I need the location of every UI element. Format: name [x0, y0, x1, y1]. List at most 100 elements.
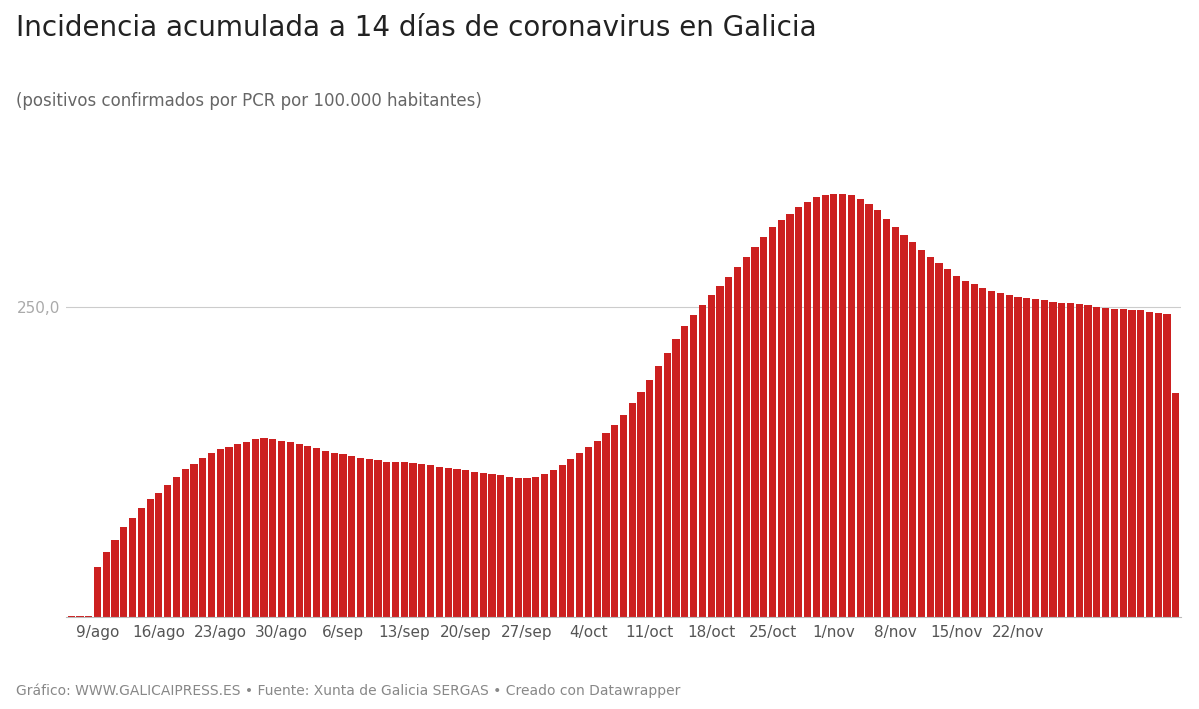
Text: Incidencia acumulada a 14 días de coronavirus en Galicia: Incidencia acumulada a 14 días de corona… — [16, 14, 817, 42]
Bar — [541, 474, 548, 617]
Bar — [795, 207, 802, 617]
Bar — [435, 467, 442, 617]
Bar — [1173, 393, 1180, 617]
Bar — [427, 466, 434, 617]
Bar — [173, 476, 180, 617]
Bar — [453, 469, 460, 617]
Bar — [514, 478, 522, 617]
Bar — [129, 518, 137, 617]
Bar — [85, 615, 92, 617]
Bar — [392, 462, 399, 617]
Bar — [331, 453, 338, 617]
Bar — [1137, 311, 1144, 617]
Bar — [742, 257, 749, 617]
Bar — [498, 475, 505, 617]
Bar — [1155, 313, 1162, 617]
Bar — [638, 392, 645, 617]
Bar — [620, 415, 627, 617]
Bar — [1085, 306, 1091, 617]
Bar — [839, 194, 846, 617]
Bar — [164, 485, 171, 617]
Bar — [760, 237, 767, 617]
Bar — [348, 455, 355, 617]
Bar — [321, 451, 329, 617]
Bar — [567, 459, 574, 617]
Bar — [935, 263, 942, 617]
Bar — [384, 462, 391, 617]
Bar — [225, 447, 233, 617]
Bar — [707, 296, 715, 617]
Bar — [339, 454, 347, 617]
Bar — [191, 464, 198, 617]
Bar — [550, 471, 558, 617]
Bar — [532, 476, 540, 617]
Bar — [655, 366, 662, 617]
Bar — [252, 440, 259, 617]
Bar — [103, 552, 110, 617]
Bar — [1093, 306, 1101, 617]
Bar — [357, 458, 364, 617]
Bar — [602, 433, 609, 617]
Bar — [112, 540, 119, 617]
Bar — [1006, 296, 1013, 617]
Bar — [506, 476, 513, 617]
Bar — [962, 281, 969, 617]
Bar — [900, 235, 908, 617]
Bar — [856, 199, 863, 617]
Bar — [313, 448, 320, 617]
Bar — [1067, 303, 1074, 617]
Bar — [559, 466, 566, 617]
Bar — [278, 441, 285, 617]
Bar — [830, 194, 837, 617]
Bar — [874, 210, 881, 617]
Bar — [716, 286, 723, 617]
Bar — [305, 446, 312, 617]
Bar — [1128, 311, 1135, 617]
Bar — [673, 339, 680, 617]
Bar — [689, 316, 697, 617]
Bar — [1163, 314, 1170, 617]
Bar — [1059, 303, 1066, 617]
Bar — [953, 276, 960, 617]
Bar — [77, 615, 84, 617]
Bar — [260, 438, 267, 617]
Bar — [207, 453, 215, 617]
Bar — [918, 250, 926, 617]
Bar — [787, 213, 794, 617]
Bar — [611, 425, 619, 617]
Text: Gráfico: WWW.GALICAIPRESS.ES • Fuente: Xunta de Galicia SERGAS • Creado con Data: Gráfico: WWW.GALICAIPRESS.ES • Fuente: X… — [16, 684, 680, 698]
Bar — [67, 615, 74, 617]
Bar — [270, 440, 277, 617]
Bar — [366, 459, 373, 617]
Bar — [1076, 304, 1083, 617]
Bar — [681, 326, 688, 617]
Bar — [1110, 309, 1117, 617]
Text: (positivos confirmados por PCR por 100.000 habitantes): (positivos confirmados por PCR por 100.0… — [16, 92, 482, 110]
Bar — [418, 464, 426, 617]
Bar — [471, 471, 478, 617]
Bar — [410, 463, 417, 617]
Bar — [945, 269, 952, 617]
Bar — [996, 293, 1004, 617]
Bar — [445, 468, 452, 617]
Bar — [488, 474, 495, 617]
Bar — [462, 471, 469, 617]
Bar — [882, 218, 890, 617]
Bar — [970, 284, 977, 617]
Bar — [594, 441, 601, 617]
Bar — [646, 380, 653, 617]
Bar — [1014, 296, 1022, 617]
Bar — [94, 567, 101, 617]
Bar — [217, 450, 224, 617]
Bar — [287, 442, 294, 617]
Bar — [892, 227, 899, 617]
Bar — [813, 197, 820, 617]
Bar — [480, 473, 487, 617]
Bar — [805, 203, 812, 617]
Bar — [1102, 308, 1109, 617]
Bar — [628, 403, 635, 617]
Bar — [1049, 302, 1056, 617]
Bar — [1120, 309, 1127, 617]
Bar — [1032, 299, 1040, 617]
Bar — [778, 220, 785, 617]
